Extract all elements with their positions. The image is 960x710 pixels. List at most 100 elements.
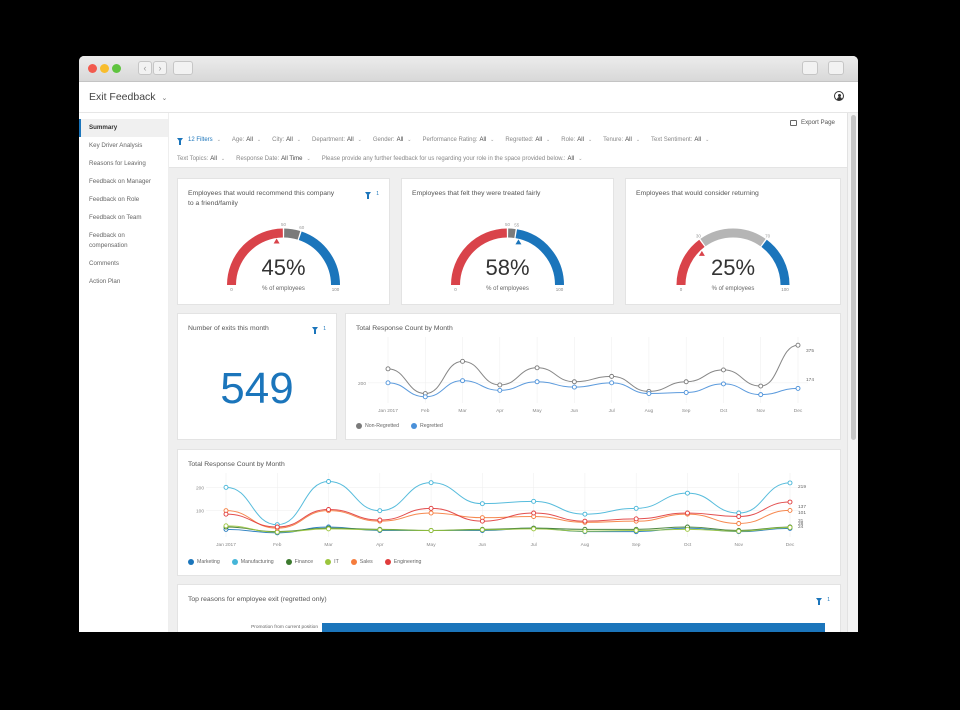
card-title: Employees that felt they were treated fa… [412,190,541,197]
filter-bar: Export Page 12 Filters ⌄ Age: All ⌄ City: A… [169,113,847,168]
legend-item[interactable]: Sales [350,559,373,565]
filter-gender[interactable]: Gender: All ⌄ [373,137,412,143]
legend-item[interactable]: Non-Regretted [356,423,399,429]
back-button[interactable]: ‹ [138,61,152,75]
filters-menu-button[interactable]: 12 Filters ⌄ [177,137,221,145]
svg-text:100: 100 [556,287,564,292]
svg-text:Nov: Nov [756,408,765,414]
filter-value: All [210,156,217,162]
filter-value: All [246,137,253,143]
forward-button[interactable]: › [153,61,167,75]
legend-item[interactable]: Manufacturing [231,559,274,565]
svg-text:Dec: Dec [794,408,803,414]
top-reasons-chart: Top reasons for employee exit (regretted… [177,584,841,632]
filter-text-sentiment[interactable]: Text Sentiment: All ⌄ [651,137,709,143]
svg-text:Aug: Aug [645,408,654,414]
page-title-dropdown[interactable]: Exit Feedback ⌄ [89,91,167,103]
legend-item[interactable]: Marketing [188,559,220,565]
close-window-button[interactable] [88,64,97,73]
gauge-card-recommend: Employees that would recommend this comp… [177,178,390,305]
svg-text:Apr: Apr [376,542,384,548]
sidebar-item-key-driver-analysis[interactable]: Key Driver Analysis [89,142,143,149]
svg-text:375: 375 [806,348,814,354]
filters-count: 12 Filters [188,137,213,143]
filter-role[interactable]: Role: All ⌄ [561,137,592,143]
filter-text-topics[interactable]: Text Topics: All ⌄ [177,156,225,162]
sidebar-item-action-plan[interactable]: Action Plan [89,278,121,285]
card-title: Number of exits this month [188,325,269,332]
legend-label: Manufacturing [240,559,274,565]
scrollbar-thumb[interactable] [851,115,856,440]
bar-label: Promotion from current position [251,625,318,630]
sidebar-item-reasons-for-leaving[interactable]: Reasons for Leaving [89,160,146,167]
filter-response-date[interactable]: Response Date: All Time ⌄ [236,156,311,162]
chevron-down-icon: ⌄ [357,137,362,143]
svg-text:31: 31 [798,518,804,524]
sidebar-item-feedback-on-compensation[interactable]: Feedback on compensation [89,232,128,249]
share-button[interactable] [802,61,818,75]
legend-item[interactable]: Finance [285,559,313,565]
export-page-button[interactable]: Export Page [789,119,835,126]
sidebar-item-feedback-on-manager[interactable]: Feedback on Manager [89,178,151,185]
filter-value: All [396,137,404,143]
tabs-button[interactable] [828,61,844,75]
svg-text:Mar: Mar [324,542,333,548]
card-filter-button[interactable]: 1 [365,191,379,199]
filter-further-feedback[interactable]: Please provide any further feedback for … [322,156,583,162]
filter-regretted[interactable]: Regretted: All ⌄ [505,137,550,143]
svg-text:174: 174 [806,377,814,383]
svg-text:200: 200 [196,485,204,491]
scrollbar[interactable] [847,113,858,632]
filter-tenure[interactable]: Tenure: All ⌄ [603,137,640,143]
chart-title: Top reasons for employee exit (regretted… [188,596,327,603]
legend-item[interactable]: Regretted [411,423,443,429]
svg-text:60: 60 [299,225,305,230]
svg-text:Apr: Apr [496,408,504,414]
legend-dot-icon [188,559,194,565]
sidebar-item-comments[interactable]: Comments [89,260,119,267]
minimize-window-button[interactable] [100,64,109,73]
chart-title: Total Response Count by Month [356,325,453,332]
filter-value: All Time [281,156,303,162]
filter-count: 1 [827,597,830,603]
filter-label: Age: [231,137,245,143]
maximize-window-button[interactable] [112,64,121,73]
sidebar-item-feedback-on-role[interactable]: Feedback on Role [89,196,140,203]
filter-label: Gender: [372,137,395,143]
filter-count: 1 [323,326,326,332]
legend-item[interactable]: Engineering [384,559,421,565]
chart-title: Total Response Count by Month [188,461,285,468]
filter-city[interactable]: City: All ⌄ [272,137,301,143]
chevron-down-icon: ⌄ [546,137,551,143]
svg-text:May: May [533,408,543,414]
bar[interactable] [322,623,825,632]
filter-age[interactable]: Age: All ⌄ [232,137,261,143]
svg-text:100: 100 [196,509,204,515]
sidebar-item-feedback-on-team[interactable]: Feedback on Team [89,214,142,221]
svg-text:Oct: Oct [720,408,728,414]
filter-department[interactable]: Department: All ⌄ [312,137,362,143]
svg-text:Mar: Mar [458,408,467,414]
card-filter-button[interactable]: 1 [312,326,326,334]
legend-dot-icon [285,559,292,565]
svg-text:0: 0 [230,287,233,292]
sidebar-toggle-button[interactable] [173,61,193,75]
sidebar-item-summary[interactable]: Summary [79,119,168,137]
filter-performance-rating[interactable]: Performance Rating: All ⌄ [422,137,494,143]
legend-label: IT [334,559,339,565]
svg-text:Oct: Oct [684,542,692,548]
gauge-chart: 30 70 25% % of employees 0 100 [676,228,790,292]
filter-value: All [535,137,543,143]
filter-label: Please provide any further feedback for … [321,156,566,162]
svg-text:May: May [427,542,437,548]
exits-count: 549 [220,364,294,413]
chevron-down-icon: ⌄ [256,137,262,143]
user-icon[interactable] [834,91,844,101]
card-filter-button[interactable]: 1 [816,597,830,605]
svg-text:Jul: Jul [531,542,537,548]
filter-label: Tenure: [603,137,624,143]
legend-item[interactable]: IT [325,559,339,565]
gauge-card-treated-fairly: Employees that felt they were treated fa… [401,178,614,305]
response-count-chart-regretted: Total Response Count by Month Jan 2017 Fe… [345,313,841,440]
svg-text:Feb: Feb [273,542,282,548]
